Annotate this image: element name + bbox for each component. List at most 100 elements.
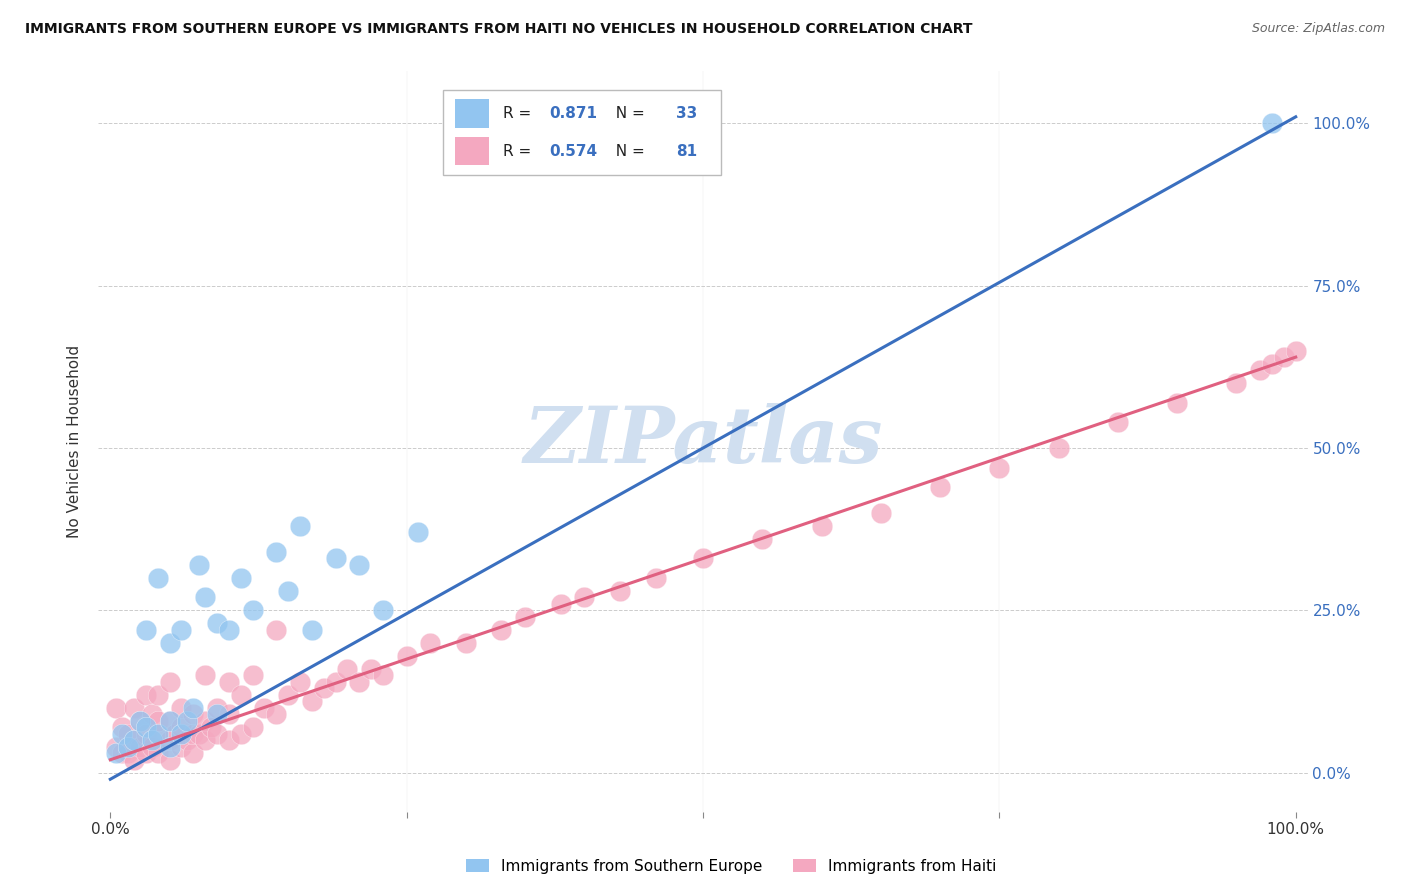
Point xyxy=(1047,441,1070,455)
Point xyxy=(194,714,217,728)
Point xyxy=(1225,376,1247,390)
Point xyxy=(117,739,139,754)
Point xyxy=(419,636,441,650)
Point xyxy=(347,674,370,689)
Point xyxy=(122,701,145,715)
Point xyxy=(105,746,128,760)
Point xyxy=(135,623,157,637)
Point xyxy=(159,636,181,650)
Point xyxy=(181,707,204,722)
Point xyxy=(644,571,666,585)
Text: R =: R = xyxy=(503,144,537,159)
Point xyxy=(135,727,157,741)
Text: 0.574: 0.574 xyxy=(550,144,598,159)
Point xyxy=(301,623,323,637)
Point xyxy=(111,727,134,741)
Point xyxy=(277,583,299,598)
Point xyxy=(111,746,134,760)
Point xyxy=(325,551,347,566)
Point xyxy=(264,623,287,637)
Point xyxy=(1285,343,1308,358)
Point xyxy=(176,733,198,747)
Point xyxy=(229,688,252,702)
Point xyxy=(170,701,193,715)
Text: IMMIGRANTS FROM SOUTHERN EUROPE VS IMMIGRANTS FROM HAITI NO VEHICLES IN HOUSEHOL: IMMIGRANTS FROM SOUTHERN EUROPE VS IMMIG… xyxy=(25,22,973,37)
Text: ZIPatlas: ZIPatlas xyxy=(523,403,883,480)
Y-axis label: No Vehicles in Household: No Vehicles in Household xyxy=(67,345,83,538)
Point xyxy=(325,674,347,689)
Point xyxy=(301,694,323,708)
Point xyxy=(159,714,181,728)
Point xyxy=(229,571,252,585)
Point xyxy=(146,727,169,741)
Bar xyxy=(456,100,489,128)
Point xyxy=(135,688,157,702)
Point xyxy=(117,727,139,741)
Point xyxy=(159,739,181,754)
Point xyxy=(218,623,240,637)
Point xyxy=(194,591,217,605)
Point xyxy=(347,558,370,572)
Point xyxy=(170,739,193,754)
Point xyxy=(181,746,204,760)
Point xyxy=(242,603,264,617)
Point xyxy=(1261,357,1284,371)
Point xyxy=(165,727,187,741)
Point xyxy=(1249,363,1271,377)
Point xyxy=(288,674,311,689)
Point xyxy=(181,701,204,715)
Point xyxy=(159,714,181,728)
Point xyxy=(242,720,264,734)
FancyBboxPatch shape xyxy=(443,90,721,175)
Legend: Immigrants from Southern Europe, Immigrants from Haiti: Immigrants from Southern Europe, Immigra… xyxy=(460,853,1002,880)
Point xyxy=(218,674,240,689)
Text: 33: 33 xyxy=(676,106,697,121)
Point xyxy=(188,727,211,741)
Point xyxy=(609,583,631,598)
Point xyxy=(454,636,477,650)
Point xyxy=(129,714,152,728)
Point xyxy=(360,662,382,676)
Text: N =: N = xyxy=(606,106,650,121)
Point xyxy=(205,727,228,741)
Text: R =: R = xyxy=(503,106,537,121)
Point xyxy=(146,727,169,741)
Point xyxy=(135,746,157,760)
Bar xyxy=(456,137,489,165)
Point xyxy=(277,688,299,702)
Point xyxy=(117,746,139,760)
Point xyxy=(242,668,264,682)
Point xyxy=(312,681,335,696)
Point xyxy=(159,753,181,767)
Point xyxy=(288,519,311,533)
Point xyxy=(491,623,513,637)
Point xyxy=(550,597,572,611)
Point xyxy=(1166,395,1188,409)
Point xyxy=(371,668,394,682)
Point xyxy=(141,733,163,747)
Point xyxy=(122,753,145,767)
Point xyxy=(188,558,211,572)
Point xyxy=(159,674,181,689)
Point xyxy=(146,688,169,702)
Point xyxy=(218,733,240,747)
Point xyxy=(229,727,252,741)
Point xyxy=(395,648,418,663)
Point xyxy=(122,733,145,747)
Text: 81: 81 xyxy=(676,144,697,159)
Point xyxy=(988,460,1011,475)
Point xyxy=(929,480,952,494)
Point xyxy=(371,603,394,617)
Point xyxy=(574,591,596,605)
Point xyxy=(205,616,228,631)
Point xyxy=(141,739,163,754)
Point xyxy=(135,720,157,734)
Point xyxy=(253,701,276,715)
Point xyxy=(194,733,217,747)
Point xyxy=(129,739,152,754)
Point xyxy=(264,707,287,722)
Point xyxy=(751,532,773,546)
Text: 0.871: 0.871 xyxy=(550,106,598,121)
Point xyxy=(111,720,134,734)
Point xyxy=(810,519,832,533)
